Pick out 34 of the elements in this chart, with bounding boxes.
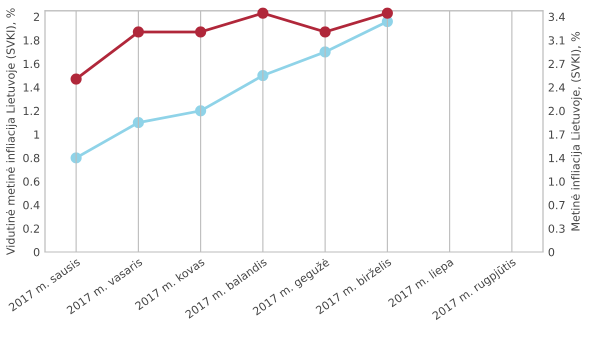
y2-tick-label: 0.3 <box>548 224 565 233</box>
y-tick-label: 0 <box>34 248 40 256</box>
point <box>132 26 144 38</box>
y2-tick-label: 0.7 <box>548 200 565 210</box>
point <box>257 8 268 19</box>
y-tick-label: 0.8 <box>23 154 40 162</box>
y2-axis-title: Metinė infliacija Lietuvoje, (SVKI), % <box>571 32 582 230</box>
point <box>132 117 144 128</box>
y2-tick-label: 1.0 <box>549 177 565 186</box>
y-tick-label: 0.6 <box>23 177 40 186</box>
y-tick-label: 2 <box>34 12 40 21</box>
y2-tick-label: 1.7 <box>549 130 565 139</box>
y-tick-label: 0.4 <box>23 200 40 210</box>
y2-tick-label: 1.4 <box>549 154 565 162</box>
y2-tick-label: 2.4 <box>548 83 565 92</box>
point <box>320 26 331 38</box>
y-tick-label: 1.4 <box>24 83 40 92</box>
point <box>195 26 206 38</box>
point <box>70 73 82 85</box>
point <box>195 105 206 116</box>
y-tick-label: 1.8 <box>24 36 40 45</box>
y-tick-label: 0.2 <box>23 224 40 233</box>
y2-tick-label: 3.4 <box>548 12 565 22</box>
y-tick-label: 1.2 <box>24 106 40 116</box>
y2-tick-label: 2.7 <box>548 60 565 68</box>
y2-tick-label: 3.1 <box>548 36 565 45</box>
y-tick-label: 1 <box>34 130 40 139</box>
point <box>320 46 331 58</box>
point <box>70 152 82 164</box>
point <box>382 8 393 19</box>
y2-tick-label: 2.0 <box>548 106 565 116</box>
y2-tick-label: 0 <box>548 248 554 256</box>
y-tick-label: 1.6 <box>24 60 40 68</box>
y-axis-title: Vidutinė metinė infliacija Lietuvoje (SVKI), % <box>6 8 17 256</box>
